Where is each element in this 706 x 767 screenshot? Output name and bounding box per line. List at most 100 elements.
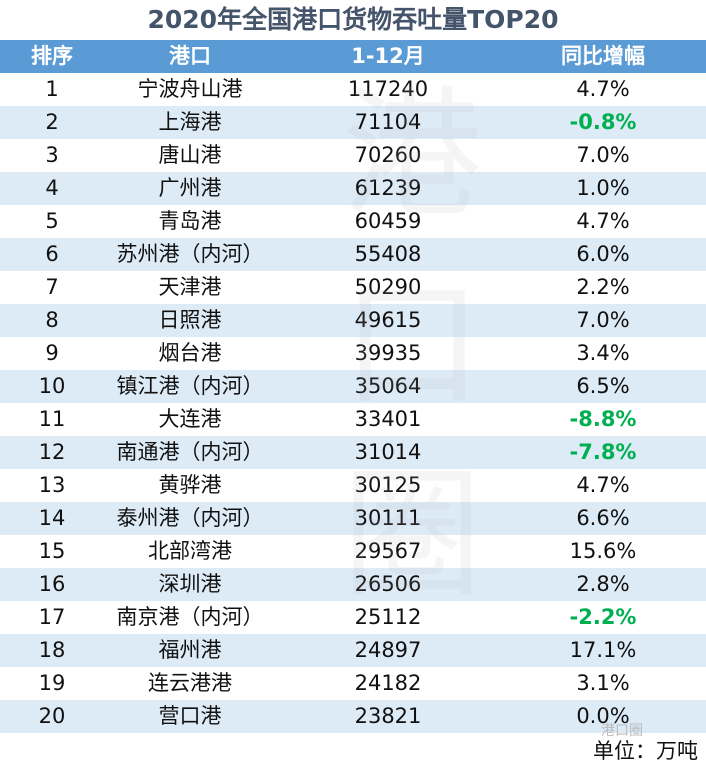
header-growth: 同比增幅 <box>561 44 645 68</box>
cell-growth: 2.2% <box>576 275 630 299</box>
cell-port: 上海港 <box>158 110 222 134</box>
cell-rank: 9 <box>45 341 59 365</box>
cell-port: 黄骅港 <box>158 473 222 497</box>
cell-rank: 10 <box>38 374 66 398</box>
cell-throughput: 23821 <box>354 704 422 728</box>
cell-rank: 6 <box>45 242 59 266</box>
cell-growth: 7.0% <box>576 308 630 332</box>
table-header: 排序 港口 1-12月 同比增幅 <box>0 40 706 73</box>
cell-growth: 17.1% <box>569 638 637 662</box>
cell-growth: 4.7% <box>576 473 630 497</box>
cell-throughput: 30111 <box>354 506 422 530</box>
wechat-logo: 港口圈 <box>601 723 643 739</box>
table-row: 14 泰州港（内河） 30111 6.6% <box>0 502 706 535</box>
table-row: 11 大连港 33401 -8.8% <box>0 403 706 436</box>
cell-rank: 18 <box>38 638 66 662</box>
table-row: 2 上海港 71104 -0.8% <box>0 106 706 139</box>
cell-rank: 5 <box>45 209 59 233</box>
cell-rank: 1 <box>45 77 59 101</box>
cell-growth: 1.0% <box>576 176 630 200</box>
header-port: 港口 <box>169 44 211 68</box>
table-title: 2020年全国港口货物吞吐量TOP20 <box>147 5 559 34</box>
cell-port: 南通港（内河） <box>116 440 264 464</box>
cell-throughput: 61239 <box>354 176 422 200</box>
table-row: 19 连云港港 24182 3.1% <box>0 667 706 700</box>
table-row: 20 营口港 23821 0.0% <box>0 700 706 733</box>
unit-label: 单位：万吨 <box>593 739 698 763</box>
cell-rank: 11 <box>38 407 66 431</box>
cell-port: 泰州港（内河） <box>116 506 264 530</box>
header-rank: 排序 <box>31 44 73 68</box>
table-row: 5 青岛港 60459 4.7% <box>0 205 706 238</box>
cell-rank: 20 <box>38 704 66 728</box>
cell-throughput: 49615 <box>354 308 422 332</box>
cell-port: 镇江港（内河） <box>116 374 264 398</box>
header-throughput: 1-12月 <box>351 44 425 68</box>
cell-port: 日照港 <box>158 308 222 332</box>
cell-throughput: 26506 <box>354 572 422 596</box>
cell-rank: 17 <box>38 605 66 629</box>
cell-port: 深圳港 <box>158 572 222 596</box>
cell-rank: 4 <box>45 176 59 200</box>
cell-growth: -0.8% <box>569 110 637 134</box>
cell-port: 苏州港（内河） <box>116 242 264 266</box>
cell-growth: 4.7% <box>576 77 630 101</box>
table-body: 1 宁波舟山港 117240 4.7% 2 上海港 71104 -0.8% 3 唐山港 70260 7… <box>0 73 706 733</box>
cell-port: 唐山港 <box>158 143 222 167</box>
table-row: 6 苏州港（内河） 55408 6.0% <box>0 238 706 271</box>
cell-growth: 6.0% <box>576 242 630 266</box>
table-row: 18 福州港 24897 17.1% <box>0 634 706 667</box>
cell-rank: 8 <box>45 308 59 332</box>
cell-growth: 3.1% <box>576 671 630 695</box>
cell-growth: 6.6% <box>576 506 630 530</box>
cell-rank: 12 <box>38 440 66 464</box>
cell-rank: 15 <box>38 539 66 563</box>
cell-growth: 15.6% <box>569 539 637 563</box>
cell-throughput: 60459 <box>354 209 422 233</box>
cell-port: 北部湾港 <box>148 539 232 563</box>
cell-port: 连云港港 <box>148 671 232 695</box>
cell-throughput: 24182 <box>354 671 422 695</box>
cell-port: 广州港 <box>158 176 222 200</box>
cell-rank: 7 <box>45 275 59 299</box>
cell-throughput: 70260 <box>354 143 422 167</box>
cell-port: 大连港 <box>158 407 222 431</box>
cell-throughput: 71104 <box>354 110 422 134</box>
table-row: 17 南京港（内河） 25112 -2.2% <box>0 601 706 634</box>
table-row: 16 深圳港 26506 2.8% <box>0 568 706 601</box>
cell-growth: 7.0% <box>576 143 630 167</box>
cell-throughput: 35064 <box>354 374 422 398</box>
table-row: 8 日照港 49615 7.0% <box>0 304 706 337</box>
cell-growth: 0.0% <box>576 704 630 728</box>
table-row: 9 烟台港 39935 3.4% <box>0 337 706 370</box>
cell-growth: -8.8% <box>569 407 637 431</box>
cell-port: 天津港 <box>158 275 222 299</box>
cell-rank: 19 <box>38 671 66 695</box>
cell-port: 烟台港 <box>158 341 222 365</box>
cell-throughput: 30125 <box>354 473 422 497</box>
cell-growth: 3.4% <box>576 341 630 365</box>
cell-growth: -7.8% <box>569 440 637 464</box>
cell-throughput: 29567 <box>354 539 422 563</box>
table-row: 1 宁波舟山港 117240 4.7% <box>0 73 706 106</box>
cell-throughput: 31014 <box>354 440 422 464</box>
table-row: 15 北部湾港 29567 15.6% <box>0 535 706 568</box>
cell-throughput: 55408 <box>354 242 422 266</box>
cell-rank: 14 <box>38 506 66 530</box>
cell-port: 青岛港 <box>158 209 222 233</box>
cell-throughput: 24897 <box>354 638 422 662</box>
cell-growth: -2.2% <box>569 605 637 629</box>
cell-rank: 2 <box>45 110 59 134</box>
cell-throughput: 39935 <box>354 341 422 365</box>
table-row: 7 天津港 50290 2.2% <box>0 271 706 304</box>
cell-throughput: 117240 <box>347 77 429 101</box>
table-row: 10 镇江港（内河） 35064 6.5% <box>0 370 706 403</box>
cell-throughput: 50290 <box>354 275 422 299</box>
cell-port: 宁波舟山港 <box>137 77 243 101</box>
cell-growth: 6.5% <box>576 374 630 398</box>
cell-growth: 4.7% <box>576 209 630 233</box>
table-row: 12 南通港（内河） 31014 -7.8% <box>0 436 706 469</box>
cell-throughput: 25112 <box>354 605 422 629</box>
cell-port: 南京港（内河） <box>116 605 264 629</box>
cell-rank: 13 <box>38 473 66 497</box>
